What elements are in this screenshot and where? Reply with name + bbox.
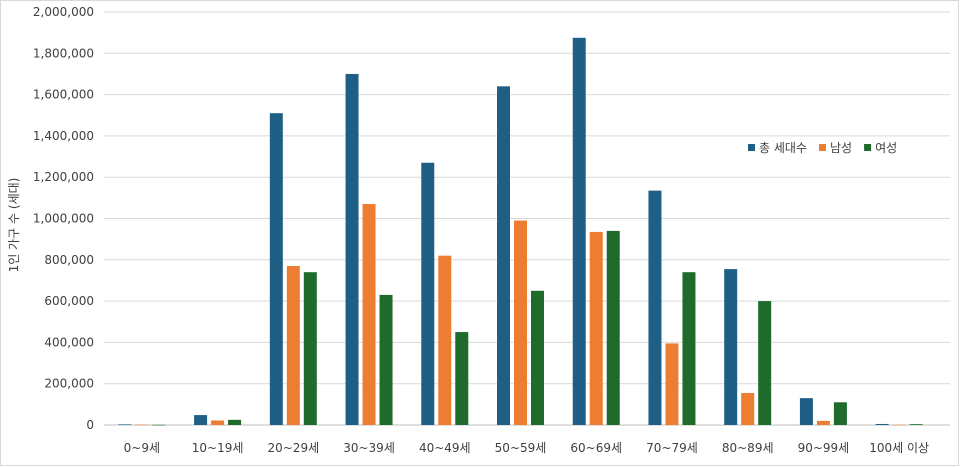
x-tick-label: 100세 이상 [869, 441, 929, 455]
legend-label: 남성 [830, 141, 852, 155]
y-tick-label: 1,600,000 [33, 88, 94, 102]
y-tick-label: 2,000,000 [33, 5, 94, 19]
x-tick-label: 60~69세 [570, 441, 622, 455]
bar [303, 272, 317, 425]
bars [118, 37, 923, 426]
bar [194, 415, 208, 425]
y-axis-ticks: 0 200,000 400,000 600,000 800,000 1,000,000 1,… [33, 5, 94, 432]
bar [665, 343, 679, 425]
bar [286, 265, 300, 425]
bar [421, 162, 435, 425]
y-tick-label: 1,800,000 [33, 46, 94, 60]
bar [118, 424, 132, 425]
x-tick-label: 0~9세 [124, 441, 160, 455]
x-tick-label: 40~49세 [419, 441, 471, 455]
bar [438, 255, 452, 425]
bar [816, 420, 830, 425]
legend-label: 여성 [875, 141, 897, 155]
x-tick-label: 30~39세 [343, 441, 395, 455]
x-tick-label: 10~19세 [192, 441, 244, 455]
legend-swatch [818, 144, 826, 151]
bar [135, 424, 149, 426]
bar [741, 392, 755, 425]
bar [228, 419, 242, 425]
bar [682, 272, 696, 425]
x-tick-label: 70~79세 [646, 441, 698, 455]
bar [497, 86, 510, 425]
bar [758, 301, 772, 425]
y-tick-label: 600,000 [44, 294, 94, 308]
bar [875, 423, 889, 425]
legend-swatch [864, 144, 872, 151]
y-tick-label: 200,000 [44, 377, 94, 391]
y-axis-title: 1인 가구 수 (세대) [7, 178, 21, 273]
bar [606, 230, 620, 425]
legend-swatch [748, 144, 755, 151]
bar [514, 220, 527, 425]
bar [589, 231, 603, 425]
bar [531, 290, 544, 425]
x-tick-label: 50~59세 [495, 441, 547, 455]
bar [892, 424, 906, 426]
bar [724, 269, 738, 425]
x-tick-label: 80~89세 [722, 441, 774, 455]
x-tick-label: 20~29세 [267, 441, 319, 455]
y-tick-label: 1,200,000 [33, 170, 94, 184]
y-tick-label: 1,000,000 [33, 212, 94, 226]
bar [572, 37, 586, 425]
bar [269, 113, 283, 425]
legend-label: 총 세대수 [759, 141, 807, 155]
x-tick-label: 90~99세 [798, 441, 850, 455]
bar [152, 424, 166, 426]
y-tick-label: 800,000 [44, 253, 94, 267]
bar [648, 190, 662, 425]
bar [909, 424, 923, 425]
bar [799, 398, 813, 425]
bar [362, 204, 376, 425]
y-tick-label: 1,400,000 [33, 129, 94, 143]
y-tick-label: 0 [86, 418, 94, 432]
bar [211, 420, 225, 425]
bar [345, 73, 359, 425]
bar [833, 402, 847, 425]
y-tick-label: 400,000 [44, 335, 94, 349]
bar [379, 294, 393, 425]
bar [455, 332, 469, 425]
legend: 총 세대수 남성 여성 [748, 141, 897, 155]
x-axis-labels: 0~9세 10~19세 20~29세 30~39세 40~49세 50~59세 60~69세… [124, 441, 929, 455]
